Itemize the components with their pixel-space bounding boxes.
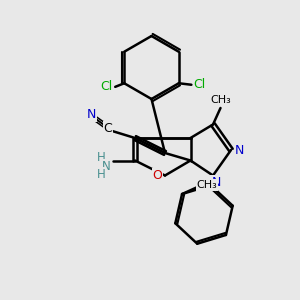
Text: O: O [153, 169, 162, 182]
Text: N: N [235, 143, 244, 157]
Text: C: C [103, 122, 112, 135]
Text: N: N [87, 107, 96, 121]
Text: N: N [101, 160, 110, 173]
Text: Cl: Cl [194, 78, 206, 91]
Text: CH₃: CH₃ [196, 180, 217, 190]
Text: N: N [211, 176, 221, 189]
Text: H: H [97, 168, 106, 182]
Text: H: H [97, 151, 106, 164]
Text: Cl: Cl [101, 80, 113, 93]
Text: CH₃: CH₃ [210, 94, 231, 105]
